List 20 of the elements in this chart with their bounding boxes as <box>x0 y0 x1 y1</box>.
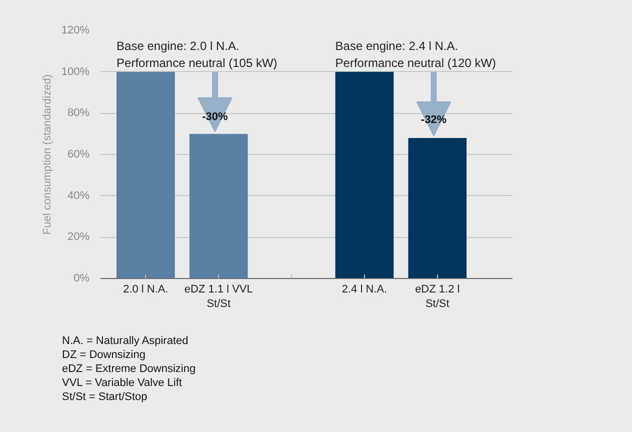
y-tick-label: 120% <box>61 24 90 36</box>
y-tick-label: 0% <box>74 272 90 284</box>
annotation: Base engine: 2.0 l N.A. Performance neutral (105 kW) <box>116 39 278 70</box>
y-tick-label: 20% <box>67 231 90 244</box>
y-tick-label: 40% <box>67 190 90 202</box>
annotation: -30% <box>202 111 228 124</box>
bar <box>189 134 248 278</box>
x-tick-label: eDZ 1.1 l VVL St/St <box>184 284 253 310</box>
y-axis-title: Fuel consumption (standardized) <box>41 74 54 235</box>
x-tick-label: 2.4 l N.A. <box>342 284 388 296</box>
x-tick-label: eDZ 1.2 l St/St <box>415 284 460 310</box>
annotation: Base engine: 2.4 l N.A. Performance neutral (120 kW) <box>335 39 496 70</box>
bar <box>335 72 394 278</box>
y-tick-label: 100% <box>61 66 90 78</box>
bar <box>116 72 175 278</box>
y-tick-label: 80% <box>67 107 90 120</box>
y-tick-label: 60% <box>67 148 90 160</box>
annotation: -32% <box>420 114 447 126</box>
x-tick-label: 2.0 l N.A. <box>123 284 168 296</box>
text: N.A. = Naturally Aspirated DZ = Downsizing eDZ = Extreme Downsizing VVL = Variable Valve Lift St/St = Start/Stop <box>62 334 196 404</box>
